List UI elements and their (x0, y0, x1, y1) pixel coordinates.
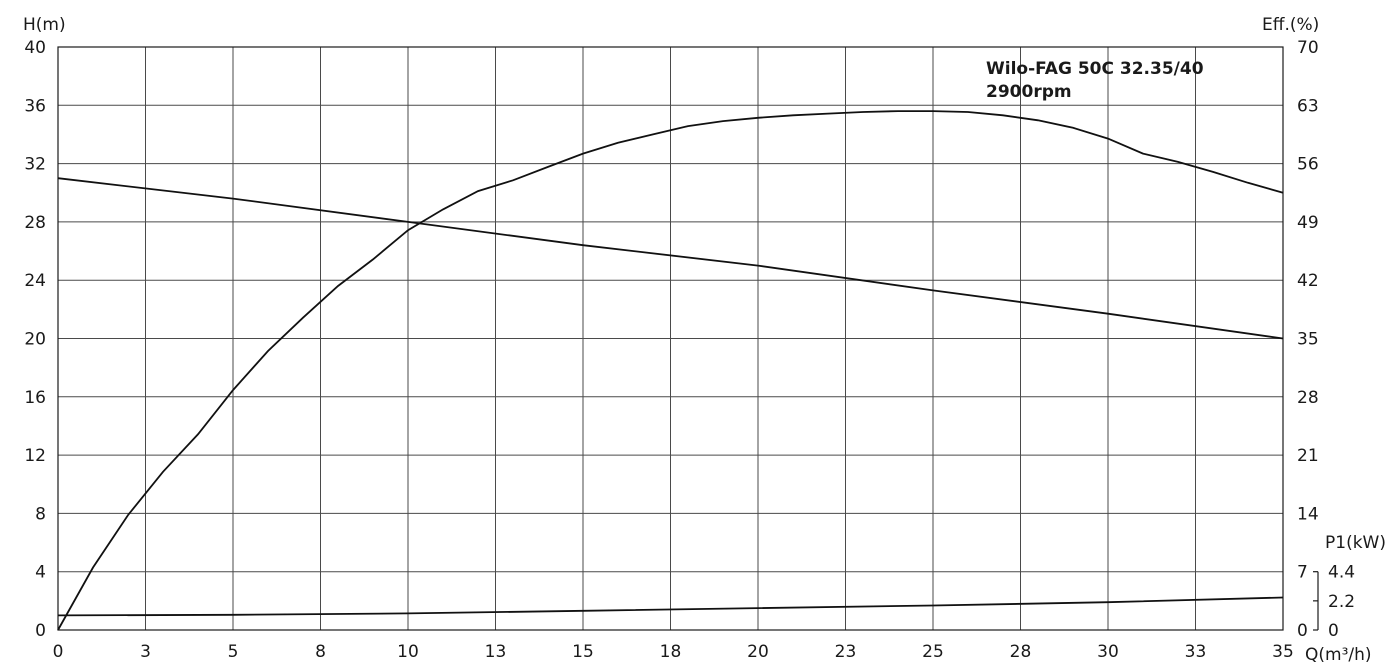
x-tick-label: 20 (747, 642, 769, 662)
y-tick-label-efficiency: 63 (1297, 96, 1319, 116)
y-tick-label-head: 12 (24, 446, 46, 466)
y-tick-label-head: 20 (24, 330, 46, 350)
y-tick-label-efficiency: 70 (1297, 38, 1319, 58)
y-tick-label-head: 4 (35, 563, 46, 583)
y-tick-label-head: 0 (35, 621, 46, 641)
y-tick-label-power: 0 (1328, 621, 1339, 641)
y-tick-label-efficiency: 35 (1297, 330, 1319, 350)
y-tick-label-head: 16 (24, 388, 46, 408)
y-tick-label-head: 36 (24, 96, 46, 116)
x-tick-label: 0 (53, 642, 64, 662)
y-tick-label-efficiency: 42 (1297, 271, 1319, 291)
x-tick-label: 3 (140, 642, 151, 662)
x-tick-label: 10 (397, 642, 419, 662)
x-axis-label-flow: Q(m³/h) (1305, 645, 1372, 663)
x-tick-label: 35 (1272, 642, 1294, 662)
y-tick-label-head: 8 (35, 504, 46, 524)
power-curve (57, 596, 1284, 617)
y-tick-label-head: 40 (24, 38, 46, 58)
y-tick-label-efficiency: 56 (1297, 155, 1319, 175)
y-tick-label-power: 4.4 (1328, 563, 1355, 583)
y-tick-label-efficiency: 0 (1297, 621, 1308, 641)
y-tick-label-efficiency: 28 (1297, 388, 1319, 408)
x-tick-label: 8 (315, 642, 326, 662)
efficiency-curve (57, 110, 1284, 631)
x-tick-label: 33 (1185, 642, 1207, 662)
y-tick-label-power: 2.2 (1328, 592, 1355, 612)
y-tick-label-efficiency: 49 (1297, 213, 1319, 233)
x-tick-label: 18 (660, 642, 682, 662)
x-tick-label: 30 (1097, 642, 1119, 662)
y-axis-label-power: P1(kW) (1325, 533, 1386, 553)
y-tick-label-head: 32 (24, 155, 46, 175)
chart-subtitle: 2900rpm (986, 82, 1072, 102)
grid-lines (58, 47, 1283, 630)
y-tick-label-efficiency: 21 (1297, 446, 1319, 466)
y-tick-label-efficiency: 14 (1297, 504, 1319, 524)
y-tick-label-efficiency: 7 (1297, 563, 1308, 583)
head-curve (57, 177, 1284, 340)
chart-title: Wilo-FAG 50C 32.35/40 (986, 59, 1204, 79)
x-tick-label: 25 (922, 642, 944, 662)
curves (57, 110, 1284, 631)
y-tick-label-head: 24 (24, 271, 46, 291)
x-tick-label: 23 (835, 642, 857, 662)
x-tick-label: 13 (485, 642, 507, 662)
x-tick-label: 5 (228, 642, 239, 662)
x-tick-label: 15 (572, 642, 594, 662)
y-tick-label-head: 28 (24, 213, 46, 233)
x-tick-label: 28 (1010, 642, 1032, 662)
y-axis-label-efficiency: Eff.(%) (1262, 15, 1319, 35)
y-axis-label-head: H(m) (23, 15, 66, 35)
